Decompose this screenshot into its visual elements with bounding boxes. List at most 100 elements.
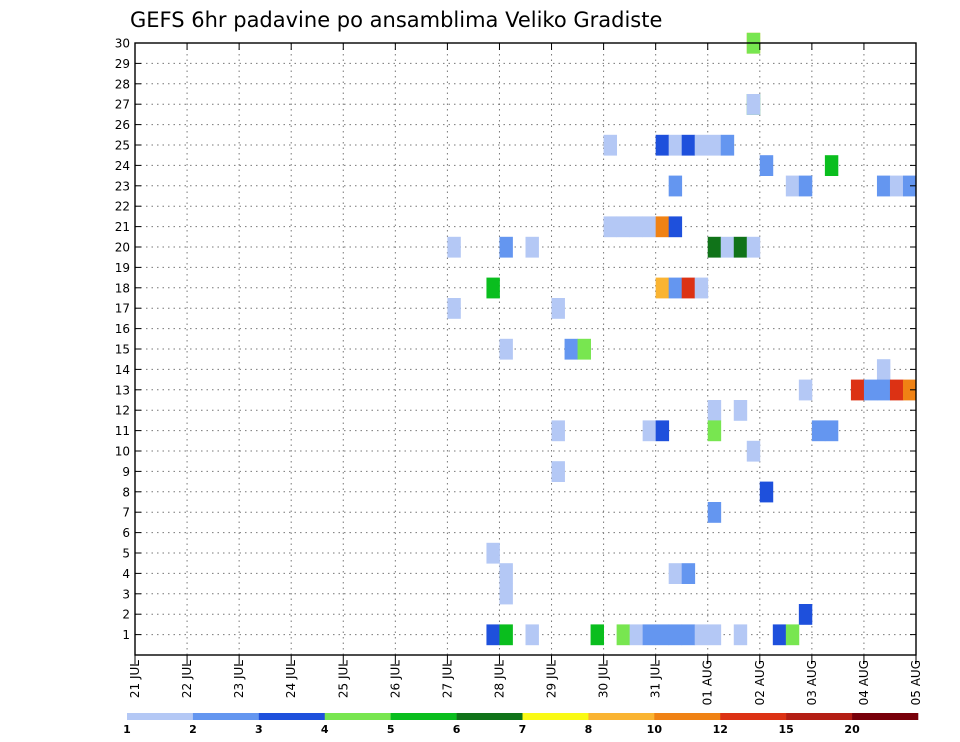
y-tick-label: 13 <box>115 383 130 397</box>
y-tick-label: 24 <box>115 159 130 173</box>
colorbar-swatch <box>456 713 523 720</box>
y-tick-label: 20 <box>115 241 130 255</box>
precip-cell <box>551 420 565 442</box>
y-tick-label: 28 <box>115 77 130 91</box>
precip-cell <box>694 277 709 299</box>
x-axis-ticks: 21 JUL 22 JUL 23 JUL 24 JUL 25 JUL 26 JUL 27 J… <box>128 43 923 705</box>
x-tick-label: 03 AUG <box>805 660 819 705</box>
colorbar-label: 5 <box>387 723 395 736</box>
precip-cell <box>824 155 839 176</box>
x-tick-label: 05 AUG <box>909 660 923 705</box>
colorbar-label: 8 <box>585 723 593 736</box>
precip-cell <box>486 542 500 564</box>
colorbar-label: 15 <box>779 723 794 736</box>
precip-cell <box>759 155 774 176</box>
colorbar-swatch <box>720 713 787 720</box>
precip-cell <box>616 216 631 238</box>
y-tick-label: 29 <box>115 57 130 71</box>
precip-cell <box>499 338 513 360</box>
colorbar-swatch <box>390 713 457 720</box>
precip-cell <box>746 236 761 258</box>
precip-cell <box>655 216 670 238</box>
precip-cell <box>577 338 591 360</box>
precip-cell <box>655 420 670 442</box>
precip-cell <box>668 134 683 156</box>
y-tick-label: 8 <box>122 485 130 499</box>
colorbar-swatch <box>127 713 194 720</box>
x-tick-label: 31 JUL <box>649 660 663 698</box>
precip-cell <box>681 277 696 299</box>
precip-cell <box>889 379 904 401</box>
precip-cell <box>811 420 826 442</box>
y-tick-label: 21 <box>115 220 130 234</box>
precip-cell <box>655 624 670 646</box>
y-tick-label: 25 <box>115 139 130 153</box>
precip-cell <box>733 624 748 646</box>
colorbar-swatch <box>654 713 721 720</box>
precip-cell <box>603 216 618 238</box>
precip-cell <box>902 175 917 197</box>
colorbar-swatch <box>258 713 326 720</box>
grid-lines <box>135 43 916 655</box>
precip-cell <box>681 624 696 646</box>
precip-cell <box>707 420 722 442</box>
colorbar-label: 3 <box>255 723 263 736</box>
precip-cell <box>668 216 683 238</box>
precip-cell <box>551 298 565 319</box>
y-tick-label: 16 <box>115 322 130 336</box>
y-tick-label: 14 <box>115 363 130 377</box>
x-tick-label: 22 JUL <box>180 660 194 698</box>
precip-cell <box>850 379 865 401</box>
precip-cell <box>785 175 800 197</box>
y-tick-label: 18 <box>115 281 130 295</box>
precip-cell <box>447 236 461 258</box>
x-tick-label: 25 JUL <box>336 660 350 698</box>
y-tick-label: 11 <box>115 424 130 438</box>
precip-cell <box>707 624 722 646</box>
y-tick-label: 5 <box>122 547 130 561</box>
colorbar-swatch <box>192 713 260 720</box>
precip-cell <box>707 134 722 156</box>
precip-cell <box>642 624 657 646</box>
precip-cell <box>746 440 761 462</box>
precip-cell <box>798 379 813 401</box>
precip-cell <box>681 134 696 156</box>
colorbar-label: 2 <box>189 723 197 736</box>
precip-cell <box>642 216 657 238</box>
y-tick-label: 17 <box>115 302 130 316</box>
colorbar-label: 7 <box>519 723 527 736</box>
precip-cell <box>876 379 891 401</box>
y-tick-label: 6 <box>122 526 130 540</box>
precip-cell <box>525 624 539 646</box>
precip-cell <box>486 624 500 646</box>
x-tick-label: 01 AUG <box>701 660 715 705</box>
precip-cell <box>681 563 696 584</box>
chart-title: GEFS 6hr padavine po ansamblima Veliko G… <box>130 8 662 32</box>
precip-cell <box>707 502 722 523</box>
y-tick-label: 12 <box>115 404 130 418</box>
y-tick-label: 10 <box>115 445 130 459</box>
y-tick-label: 19 <box>115 261 130 275</box>
precip-cell <box>824 420 839 442</box>
x-tick-label: 02 AUG <box>753 660 767 705</box>
precip-cell <box>694 624 709 646</box>
y-tick-label: 3 <box>122 587 130 601</box>
precip-cell <box>525 236 539 258</box>
precip-cell <box>720 134 735 156</box>
colorbar-label: 12 <box>713 723 728 736</box>
x-tick-label: 28 JUL <box>492 660 506 698</box>
y-axis-ticks: 1234567891011121314151617181920212223242… <box>115 37 916 642</box>
colorbar-label: 10 <box>647 723 663 736</box>
precip-cell <box>629 216 644 238</box>
y-tick-label: 4 <box>122 567 130 581</box>
precip-cell <box>642 420 657 442</box>
precip-cell <box>902 379 917 401</box>
y-tick-label: 23 <box>115 179 130 193</box>
precip-cell <box>876 175 891 197</box>
x-tick-label: 26 JUL <box>388 660 402 698</box>
precip-cell <box>733 400 748 421</box>
precip-cell <box>759 481 774 503</box>
y-tick-label: 15 <box>115 343 130 357</box>
colorbar-label: 1 <box>123 723 131 736</box>
y-tick-label: 2 <box>122 608 130 622</box>
